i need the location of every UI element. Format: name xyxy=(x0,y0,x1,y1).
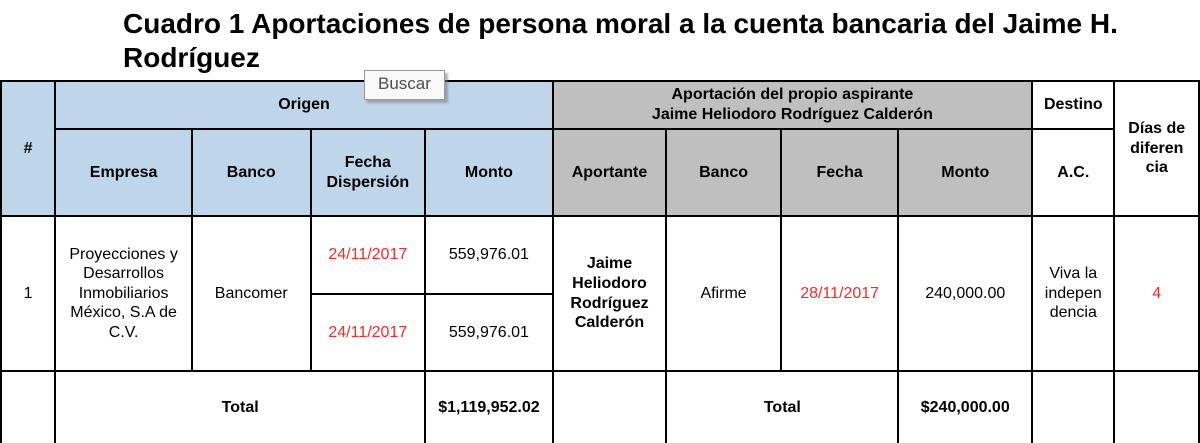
data-subrow: 24/11/2017 559,976.01 xyxy=(1,293,1199,372)
row-number-cell: 1 xyxy=(0,215,57,372)
col-header-banco-origen: Banco xyxy=(190,128,312,217)
data-row: 1 Proyecciones y Desarrollos Inmobiliari… xyxy=(0,215,1200,372)
total-aportacion-monto: $240,000.00 xyxy=(897,370,1034,443)
group-header-aportacion: Aportación del propio aspirante Jaime He… xyxy=(551,80,1034,130)
total-origen-monto: $1,119,952.02 xyxy=(424,370,554,443)
total-dias-empty-cell xyxy=(1113,370,1200,443)
col-header-monto-origen: Monto xyxy=(424,128,554,217)
col-header-monto-aportacion: Monto xyxy=(897,128,1034,217)
buscar-tooltip-label: Buscar xyxy=(378,74,431,93)
monto-origen-cell-2: 559,976.01 xyxy=(424,293,554,372)
contributions-table: # Origen Aportación del propio aspirante… xyxy=(0,80,1200,443)
col-header-banco-aportacion: Banco xyxy=(665,128,782,217)
dias-diferencia-cell: 4 xyxy=(1113,215,1200,372)
empresa-cell: Proyecciones y Desarrollos Inmobiliarios… xyxy=(54,215,193,372)
total-aportante-empty-cell xyxy=(551,370,668,443)
banco-aportacion-cell: Afirme xyxy=(665,215,782,372)
ac-destino-cell: Viva la indepen dencia xyxy=(1031,215,1116,372)
total-row-spacer xyxy=(0,370,57,443)
aportante-cell: Jaime Heliodoro Rodríguez Calderón xyxy=(551,215,668,372)
total-aportacion-label: Total xyxy=(665,370,900,443)
sub-header-row: Empresa Banco Fecha Dispersión Monto Apo… xyxy=(1,128,1199,217)
fecha-aportacion-cell: 28/11/2017 xyxy=(779,215,900,372)
banco-origen-cell: Bancomer xyxy=(190,215,312,372)
document-title: Cuadro 1 Aportaciones de persona moral a… xyxy=(123,8,1118,73)
total-ac-empty-cell xyxy=(1031,370,1116,443)
col-header-fecha-dispersion: Fecha Dispersión xyxy=(309,128,427,217)
col-header-ac: A.C. xyxy=(1031,128,1116,217)
fecha-dispersion-cell-2: 24/11/2017 xyxy=(309,293,427,372)
total-origen-label: Total xyxy=(54,370,427,443)
monto-aportacion-cell: 240,000.00 xyxy=(897,215,1034,372)
fecha-dispersion-cell-1: 24/11/2017 xyxy=(309,215,427,295)
col-header-empresa: Empresa xyxy=(54,128,193,217)
buscar-tooltip: Buscar xyxy=(364,70,445,100)
col-header-aportante: Aportante xyxy=(551,128,668,217)
group-header-row: # Origen Aportación del propio aspirante… xyxy=(0,80,1200,217)
col-header-fecha-aportacion: Fecha xyxy=(779,128,900,217)
total-row: Total $1,119,952.02 Total $240,000.00 xyxy=(0,370,1200,443)
col-header-number: # xyxy=(0,80,57,217)
col-header-dias-de-diferencia: Días de diferen cia xyxy=(1113,80,1200,217)
group-header-destino: Destino xyxy=(1031,80,1116,130)
group-header-origen: Origen xyxy=(54,80,554,130)
monto-origen-cell-1: 559,976.01 xyxy=(424,215,554,295)
